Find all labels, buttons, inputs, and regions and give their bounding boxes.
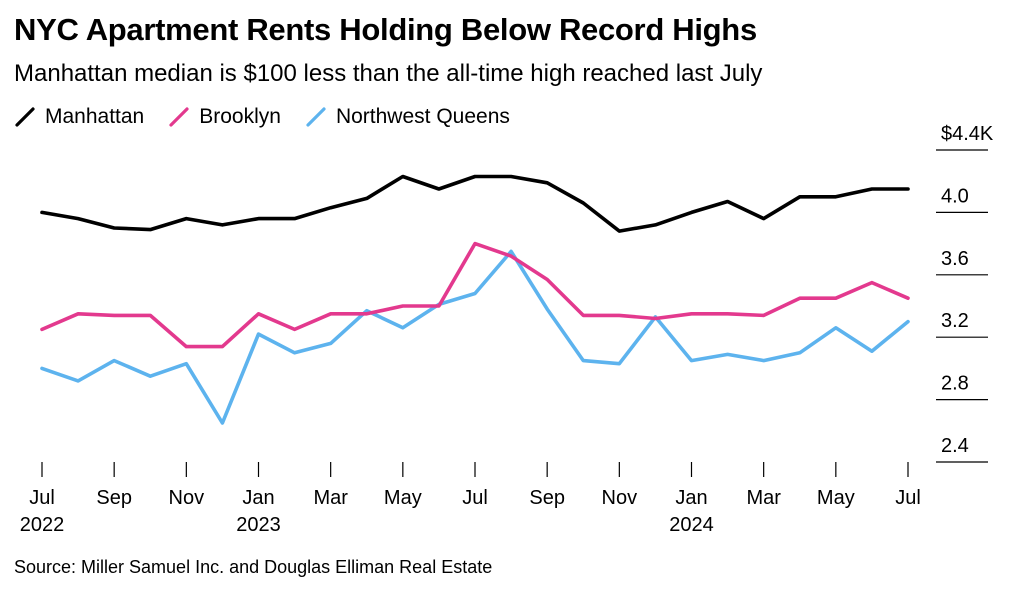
legend-label-northwest-queens: Northwest Queens	[335, 105, 510, 128]
x-tick-label-0: Jul	[29, 487, 55, 509]
x-tick-label-5: May	[384, 487, 422, 509]
y-tick-label-4: 2.8	[941, 373, 969, 395]
legend-swatch-brooklyn	[169, 107, 189, 127]
x-tick-label-8: Nov	[602, 487, 638, 509]
x-tick-year-0: 2022	[20, 514, 65, 536]
chart-legend: Manhattan Brooklyn Northwest Queens	[14, 104, 534, 130]
legend-swatch-manhattan	[15, 107, 35, 127]
chart-source: Source: Miller Samuel Inc. and Douglas E…	[14, 557, 493, 577]
x-tick-label-12: Jul	[895, 487, 921, 509]
y-tick-label-3: 3.2	[941, 310, 969, 332]
chart-subtitle: Manhattan median is $100 less than the a…	[14, 60, 763, 87]
legend-label-brooklyn: Brooklyn	[199, 105, 281, 128]
x-tick-label-11: May	[817, 487, 855, 509]
x-tick-label-9: Jan	[675, 487, 707, 509]
x-tick-label-7: Sep	[529, 487, 565, 509]
x-tick-label-3: Jan	[242, 487, 274, 509]
legend-label-manhattan: Manhattan	[45, 105, 145, 128]
y-tick-label-0: $4.4K	[941, 123, 994, 145]
x-tick-label-1: Sep	[96, 487, 132, 509]
x-tick-label-4: Mar	[313, 487, 348, 509]
y-tick-label-2: 3.6	[941, 248, 969, 270]
x-tick-year-3: 2023	[236, 514, 281, 536]
x-tick-label-6: Jul	[462, 487, 488, 509]
legend-item-brooklyn: Brooklyn	[168, 105, 281, 129]
legend-swatch-northwest-queens	[306, 107, 326, 127]
x-tick-label-10: Mar	[746, 487, 781, 509]
series-line-manhattan	[40, 174, 910, 233]
legend-item-manhattan: Manhattan	[14, 105, 144, 129]
x-tick-year-9: 2024	[669, 514, 714, 536]
series-line-brooklyn	[40, 241, 910, 349]
x-tick-label-2: Nov	[169, 487, 205, 509]
y-tick-label-1: 4.0	[941, 185, 969, 207]
y-tick-label-5: 2.4	[941, 435, 969, 457]
legend-item-northwest-queens: Northwest Queens	[305, 105, 510, 129]
series-line-northwest-queens	[40, 249, 910, 425]
chart-title: NYC Apartment Rents Holding Below Record…	[14, 12, 757, 47]
